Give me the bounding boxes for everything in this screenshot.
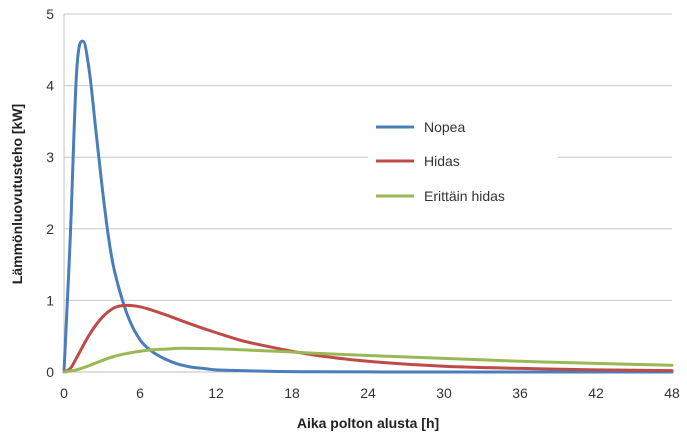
series-line-nopea [62,39,674,374]
y-tick-label: 5 [46,6,54,22]
x-tick-label: 12 [208,385,224,401]
series-line-hidas [62,303,674,374]
x-tick-labels: 0 6 12 18 24 30 36 42 48 [60,385,680,401]
x-tick-label: 18 [284,385,300,401]
x-axis-title: Aika polton alusta [h] [297,415,439,431]
legend-label-erittain-hidas: Erittäin hidas [424,188,505,204]
y-tick-label: 1 [46,292,54,308]
x-tick-label: 48 [664,385,680,401]
x-tick-label: 24 [360,385,376,401]
series-line-erittain-hidas [62,346,674,374]
legend-label-nopea: Nopea [424,119,465,135]
series-lines [62,39,674,374]
y-tick-labels: 0 1 2 3 4 5 [46,6,54,380]
y-tick-label: 0 [46,364,54,380]
legend: Nopea Hidas Erittäin hidas [368,108,558,212]
x-tick-label: 6 [136,385,144,401]
legend-label-hidas: Hidas [424,153,460,169]
x-tick-label: 0 [60,385,68,401]
y-tick-label: 3 [46,149,54,165]
y-tick-label: 2 [46,221,54,237]
x-tick-label: 36 [512,385,528,401]
x-tick-label: 42 [588,385,604,401]
y-axis-title: Lämmönluovutusteho [kW] [9,104,25,284]
x-tick-label: 30 [436,385,452,401]
y-tick-label: 4 [46,78,54,94]
